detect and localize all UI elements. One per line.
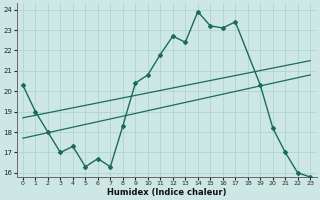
X-axis label: Humidex (Indice chaleur): Humidex (Indice chaleur)	[107, 188, 226, 197]
